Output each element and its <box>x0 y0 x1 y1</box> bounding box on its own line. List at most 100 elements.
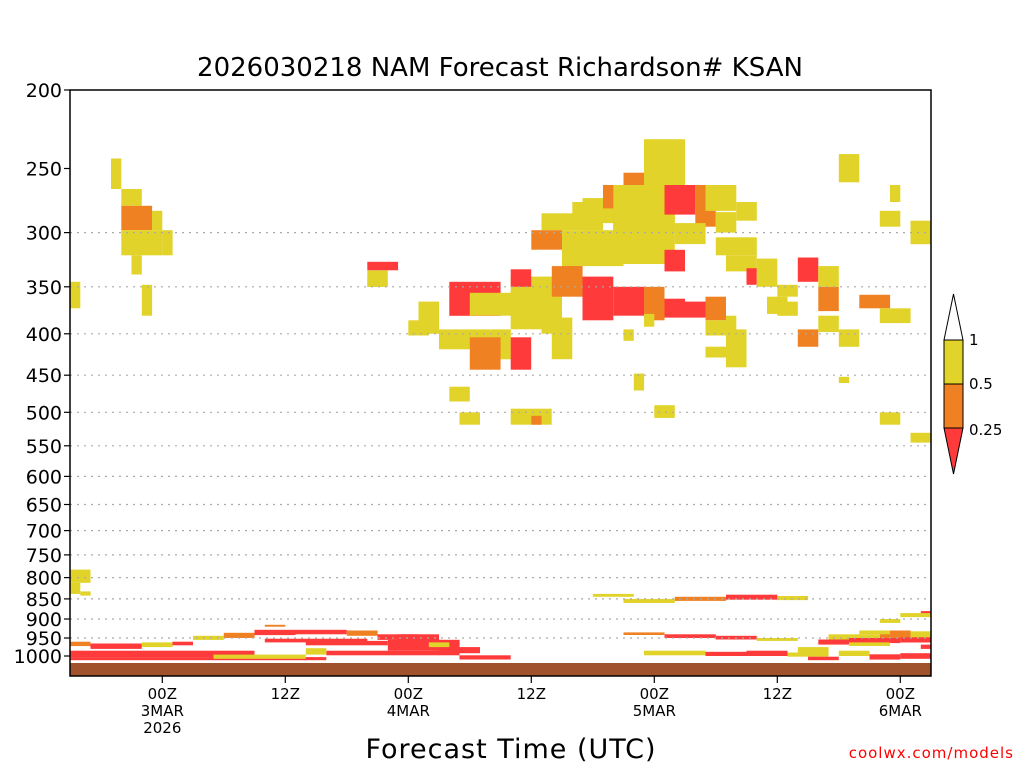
ri-cell <box>459 412 480 425</box>
ri-cell <box>664 634 716 638</box>
x-tick-label: 00Z <box>640 685 669 703</box>
ri-cell <box>551 317 573 336</box>
legend-label: 1 <box>969 331 979 349</box>
ri-cell <box>818 315 839 332</box>
ri-cell <box>346 630 378 636</box>
ri-cell <box>141 284 153 316</box>
y-tick-label: 350 <box>26 277 62 299</box>
y-tick-label: 1000 <box>14 646 62 668</box>
ri-cell <box>869 654 901 660</box>
x-tick-label: 12Z <box>271 685 300 703</box>
x-tick-label: 3MAR <box>141 702 184 720</box>
ri-cell <box>623 632 665 635</box>
ri-cell <box>705 346 737 358</box>
ri-cell <box>70 650 255 658</box>
x-tick-label: 6MAR <box>879 702 922 720</box>
ri-cell <box>152 210 163 231</box>
ri-cell <box>654 171 675 185</box>
ri-cell <box>141 642 173 648</box>
ri-cell <box>510 337 532 370</box>
ri-cell <box>644 650 706 656</box>
ri-cell <box>623 598 675 603</box>
ri-cell <box>838 329 860 347</box>
ri-cell <box>449 386 470 402</box>
ri-cell <box>890 185 901 202</box>
plot-frame <box>69 89 932 677</box>
y-tick-label: 850 <box>26 589 62 611</box>
ri-cell <box>746 268 757 285</box>
ri-cell <box>408 320 429 336</box>
y-tick-label: 400 <box>26 324 62 346</box>
ri-cell <box>654 405 675 418</box>
ri-cell <box>797 329 819 347</box>
y-tick-label: 700 <box>26 521 62 543</box>
ri-cell <box>70 657 327 661</box>
ri-cell <box>797 647 829 655</box>
ri-cell <box>172 641 193 646</box>
y-tick-label: 500 <box>26 402 62 424</box>
ri-cell <box>705 296 726 321</box>
ri-cell <box>756 638 798 641</box>
ri-cell <box>623 172 644 185</box>
ri-cell <box>910 432 931 443</box>
ri-cell <box>121 205 153 231</box>
ri-cell <box>644 286 665 321</box>
ri-cell <box>305 640 388 646</box>
ri-cell <box>664 298 685 318</box>
ri-cell <box>80 591 91 596</box>
ri-cell <box>900 653 932 659</box>
legend-swatch-red <box>943 427 964 475</box>
ri-cell <box>633 373 645 391</box>
x-tick-label: 00Z <box>148 685 177 703</box>
y-tick-label: 750 <box>26 545 62 567</box>
ri-cell <box>715 212 737 233</box>
legend-swatch-orange <box>943 383 964 429</box>
x-tick-label: 12Z <box>517 685 546 703</box>
ri-cell <box>367 261 399 271</box>
ri-cell <box>162 230 173 256</box>
ri-cell <box>726 255 757 272</box>
ri-cell <box>70 569 91 583</box>
ri-cell <box>797 257 819 282</box>
ri-cell <box>70 281 81 309</box>
ri-cell <box>305 648 327 655</box>
y-axis: 200 250 300 350 400 450 500 550 600 650 7007508008… <box>14 80 70 668</box>
ri-cell <box>428 642 450 648</box>
legend-swatch-yellow <box>943 339 964 385</box>
credit-label: coolwx.com/models <box>848 744 1014 762</box>
ri-cell <box>193 635 224 640</box>
ri-cell <box>705 651 747 656</box>
ri-cell <box>920 644 932 649</box>
ri-cell <box>664 185 696 215</box>
y-tick-label: 900 <box>26 609 62 631</box>
ri-cell <box>541 213 562 231</box>
y-tick-label: 600 <box>26 466 62 488</box>
ri-cell <box>90 643 142 649</box>
ri-cell <box>551 333 573 360</box>
y-tick-label: 650 <box>26 495 62 517</box>
ri-cell <box>838 376 850 383</box>
y-tick-label: 250 <box>26 159 62 181</box>
ri-cell <box>623 329 634 341</box>
ri-cell <box>890 630 911 637</box>
ri-cell <box>808 656 839 661</box>
ri-cell <box>818 286 839 312</box>
ri-cell <box>213 654 306 659</box>
ri-cell <box>818 639 850 645</box>
ri-cell <box>777 596 809 601</box>
ri-cell <box>879 619 901 623</box>
ri-cell <box>510 290 542 307</box>
x-axis-label: Forecast Time (UTC) <box>365 734 656 765</box>
x-tick-label: 12Z <box>763 685 792 703</box>
y-tick-label: 950 <box>26 628 62 650</box>
ri-cell <box>879 210 901 227</box>
ri-cell <box>879 412 901 425</box>
ri-cell <box>131 255 142 275</box>
ri-cell <box>900 613 932 618</box>
legend-label: 0.25 <box>969 421 1002 439</box>
x-tick-label: 00Z <box>394 685 423 703</box>
ri-cell <box>367 278 378 287</box>
ri-cell <box>777 301 798 316</box>
